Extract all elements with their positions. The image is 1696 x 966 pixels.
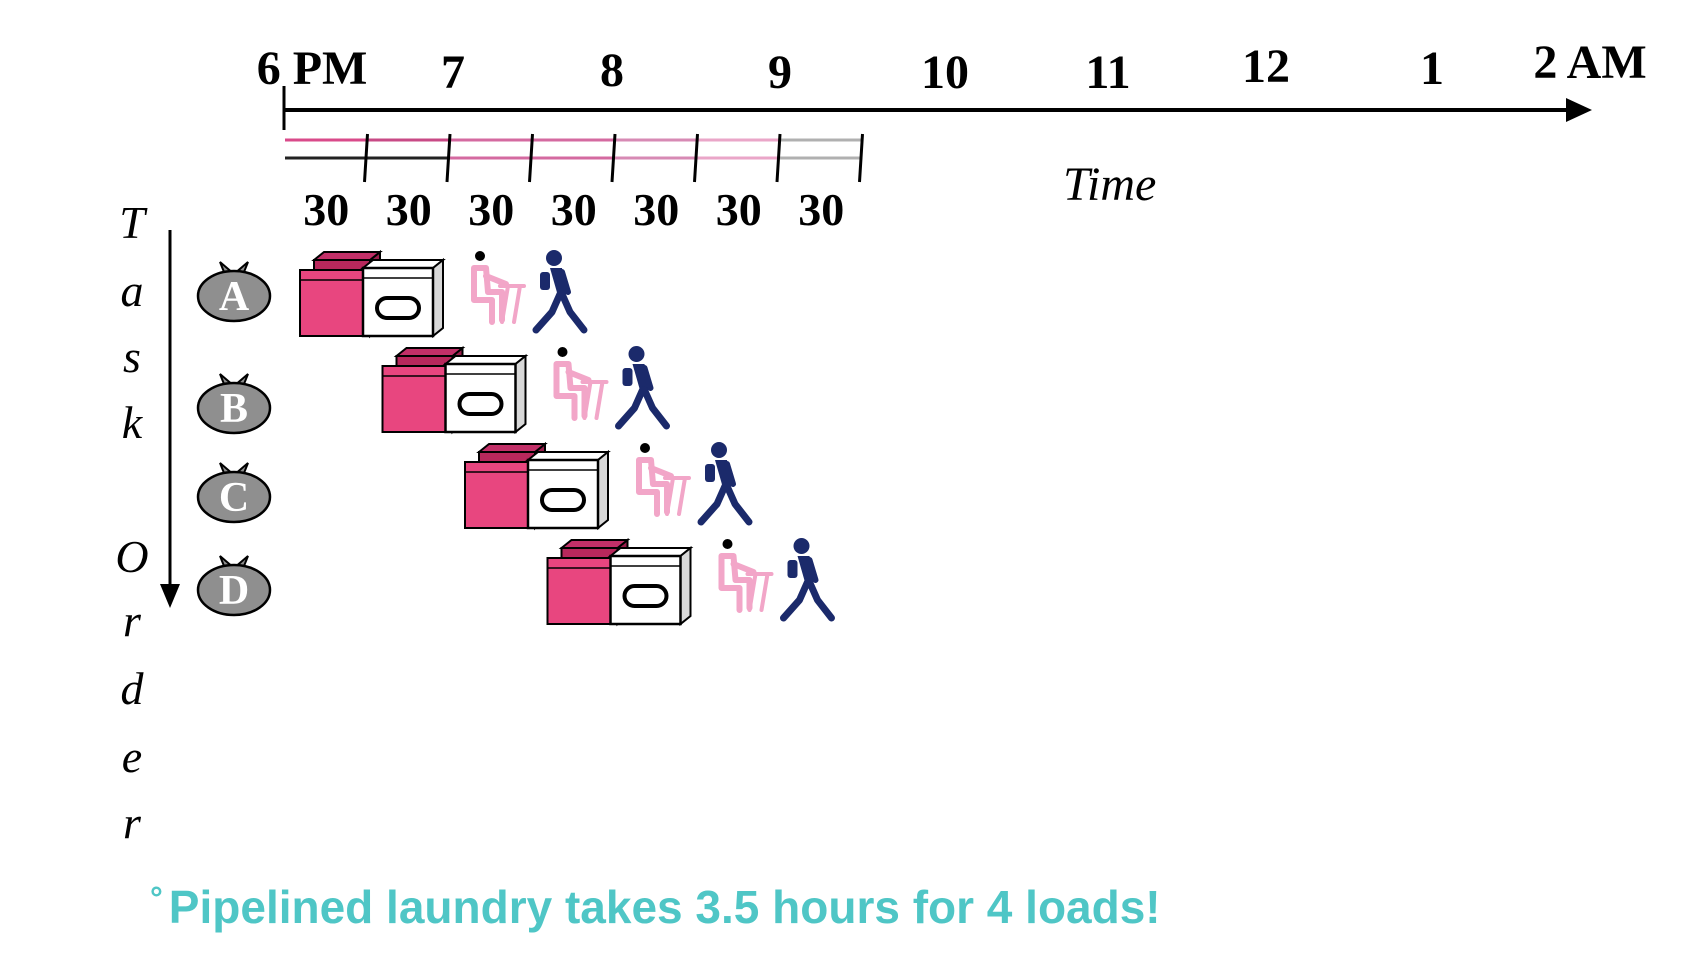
slot-divider-tick bbox=[610, 133, 617, 183]
dryer-icon bbox=[361, 258, 445, 338]
slot-divider-tick bbox=[363, 133, 369, 183]
slot-duration-label: 30 bbox=[303, 184, 349, 235]
slot-divider-tick bbox=[693, 133, 699, 183]
slot-divider-tick bbox=[445, 133, 452, 183]
hour-tick-label: 10 bbox=[921, 46, 969, 99]
stasher-icon bbox=[619, 346, 667, 426]
dryer-icon bbox=[443, 354, 528, 434]
hour-tick-label: 12 bbox=[1242, 40, 1290, 93]
task-row-d: D bbox=[196, 538, 832, 626]
hour-tick-label: 11 bbox=[1085, 46, 1130, 99]
dryer-icon bbox=[526, 450, 610, 530]
time-axis-arrowhead bbox=[1566, 98, 1592, 122]
task-label: D bbox=[219, 568, 249, 614]
task-rows: A BC D bbox=[196, 250, 832, 626]
laundry-bag-icon: C bbox=[196, 461, 272, 524]
folder-icon bbox=[639, 443, 689, 514]
task-order-letter: T bbox=[119, 197, 148, 248]
task-label: B bbox=[220, 386, 248, 432]
hour-tick-label: 6 PM bbox=[257, 42, 368, 95]
task-order-arrowhead bbox=[160, 584, 180, 608]
slot-duration-label: 30 bbox=[716, 184, 762, 235]
caption-text: Pipelined laundry takes 3.5 hours for 4 … bbox=[168, 881, 1161, 933]
task-label: A bbox=[219, 274, 250, 320]
laundry-bag-icon: D bbox=[196, 554, 272, 617]
hour-tick-label: 8 bbox=[600, 44, 624, 97]
slot-duration-label: 30 bbox=[798, 184, 844, 235]
half-hour-slot-bar: 30 30 30 30 30 30 30 bbox=[285, 133, 864, 235]
hour-tick-label: 7 bbox=[441, 46, 465, 99]
slot-divider-tick bbox=[775, 133, 782, 183]
stasher-icon bbox=[701, 442, 749, 522]
task-order-letter: a bbox=[121, 265, 144, 316]
slot-duration-label: 30 bbox=[386, 184, 432, 235]
task-order-letter: O bbox=[115, 531, 148, 582]
task-order-letter: r bbox=[123, 595, 142, 646]
axis-title-time: Time bbox=[1063, 158, 1156, 211]
task-order-letter: e bbox=[122, 731, 142, 782]
task-row-a: A bbox=[196, 250, 584, 338]
hour-tick-labels: 6 PM 7 8 9 10 11 12 1 2 AM bbox=[257, 36, 1647, 99]
slot-duration-label: 30 bbox=[551, 184, 597, 235]
task-order-letter: s bbox=[123, 331, 141, 382]
slot-duration-label: 30 bbox=[633, 184, 679, 235]
slot-end-tick bbox=[858, 133, 864, 183]
folder-icon bbox=[474, 251, 524, 322]
stasher-icon bbox=[536, 250, 584, 330]
slot-divider-tick bbox=[528, 133, 534, 183]
laundry-bag-icon: B bbox=[196, 372, 272, 435]
task-label: C bbox=[219, 475, 249, 521]
dryer-icon bbox=[608, 546, 693, 626]
folder-icon bbox=[557, 347, 607, 418]
slot-duration-label: 30 bbox=[468, 184, 514, 235]
hour-tick-label: 9 bbox=[768, 46, 792, 99]
hour-tick-label: 1 bbox=[1420, 42, 1444, 95]
task-order-letter: k bbox=[122, 397, 144, 448]
task-order-letter: d bbox=[121, 663, 145, 714]
laundry-bag-icon: A bbox=[196, 260, 272, 323]
time-axis bbox=[282, 86, 1592, 130]
stasher-icon bbox=[784, 538, 832, 618]
task-order-letter: r bbox=[123, 797, 142, 848]
task-row-b: B bbox=[196, 346, 667, 435]
caption: ° Pipelined laundry takes 3.5 hours for 4… bbox=[150, 880, 1161, 934]
task-row-c: C bbox=[196, 442, 749, 530]
folder-icon bbox=[722, 539, 772, 610]
hour-tick-label: 2 AM bbox=[1533, 36, 1646, 89]
caption-bullet: ° bbox=[150, 880, 163, 916]
